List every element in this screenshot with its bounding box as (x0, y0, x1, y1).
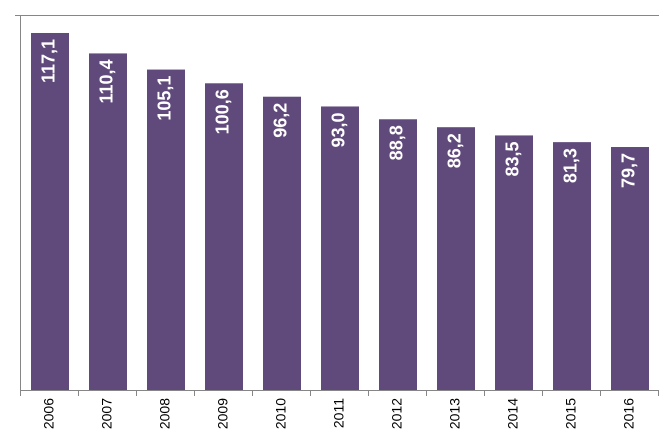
bar (147, 69, 185, 390)
bar (611, 147, 649, 390)
x-tick-label: 2014 (505, 398, 521, 429)
x-tick-label: 2006 (41, 398, 57, 429)
bar (89, 53, 127, 390)
bar (553, 142, 591, 390)
value-label: 117,1 (39, 39, 59, 83)
x-tick-label: 2013 (447, 398, 463, 429)
x-tick-label: 2016 (621, 398, 637, 429)
x-tick-label: 2015 (563, 398, 579, 429)
value-label: 100,6 (213, 89, 233, 134)
value-label: 96,2 (271, 103, 291, 138)
x-tick-label: 2007 (99, 398, 115, 429)
bar (437, 127, 475, 390)
value-label: 88,8 (387, 125, 407, 160)
bar (379, 119, 417, 390)
bar (321, 106, 359, 391)
x-tick-label: 2009 (215, 398, 231, 429)
x-tick-label: 2010 (273, 398, 289, 429)
bar (495, 135, 533, 390)
bar (31, 32, 69, 391)
value-label: 81,3 (561, 148, 581, 183)
bar (263, 96, 301, 391)
value-label: 110,4 (97, 59, 117, 103)
value-label: 105,1 (155, 76, 175, 121)
value-label: 79,7 (619, 153, 639, 188)
x-tick-label: 2008 (157, 398, 173, 429)
value-label: 93,0 (329, 112, 349, 147)
value-label: 83,5 (503, 141, 523, 176)
value-label: 86,2 (445, 133, 465, 168)
x-tick-label: 2011 (331, 398, 347, 428)
bar (205, 83, 243, 390)
x-tick-label: 2012 (389, 398, 405, 429)
